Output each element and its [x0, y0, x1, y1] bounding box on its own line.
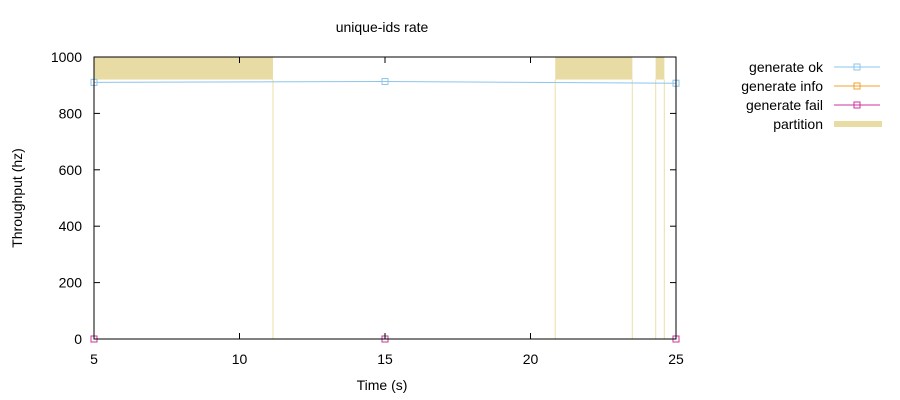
legend-swatch-band	[834, 121, 882, 127]
x-tick-label: 20	[523, 351, 539, 367]
x-tick-label: 10	[232, 351, 248, 367]
partition-band	[94, 57, 273, 80]
partition-band	[555, 57, 633, 80]
y-tick-label: 600	[59, 162, 83, 178]
data-point	[381, 78, 389, 86]
series-line	[93, 81, 677, 84]
y-tick-label: 400	[59, 218, 83, 234]
legend-swatch-marker	[853, 63, 861, 71]
legend-label: generate info	[741, 78, 823, 94]
y-tick-label: 800	[59, 105, 83, 121]
legend-label: partition	[773, 116, 823, 132]
x-tick-label: 15	[377, 351, 393, 367]
series-layer	[90, 78, 680, 343]
tick-layer: 5 10 15 20 25 0 200 400 600 800 1000	[51, 49, 684, 367]
y-tick-label: 0	[74, 331, 82, 347]
legend-label: generate fail	[746, 97, 823, 113]
y-axis-label: Throughput (hz)	[9, 148, 25, 248]
plot-frame	[93, 56, 677, 340]
y-tick-label: 1000	[51, 49, 82, 65]
y-tick-label: 200	[59, 275, 83, 291]
legend-swatch-marker	[853, 82, 861, 90]
legend-label: generate ok	[749, 59, 824, 75]
legend: generate ok generate info generate fail par…	[741, 59, 882, 132]
x-tick-label: 5	[90, 351, 98, 367]
chart-title: unique-ids rate	[336, 19, 429, 35]
x-axis-label: Time (s)	[357, 377, 408, 393]
partition-layer	[94, 57, 665, 339]
partition-band	[655, 57, 665, 80]
x-tick-label: 25	[668, 351, 684, 367]
legend-swatch-marker	[853, 101, 861, 109]
